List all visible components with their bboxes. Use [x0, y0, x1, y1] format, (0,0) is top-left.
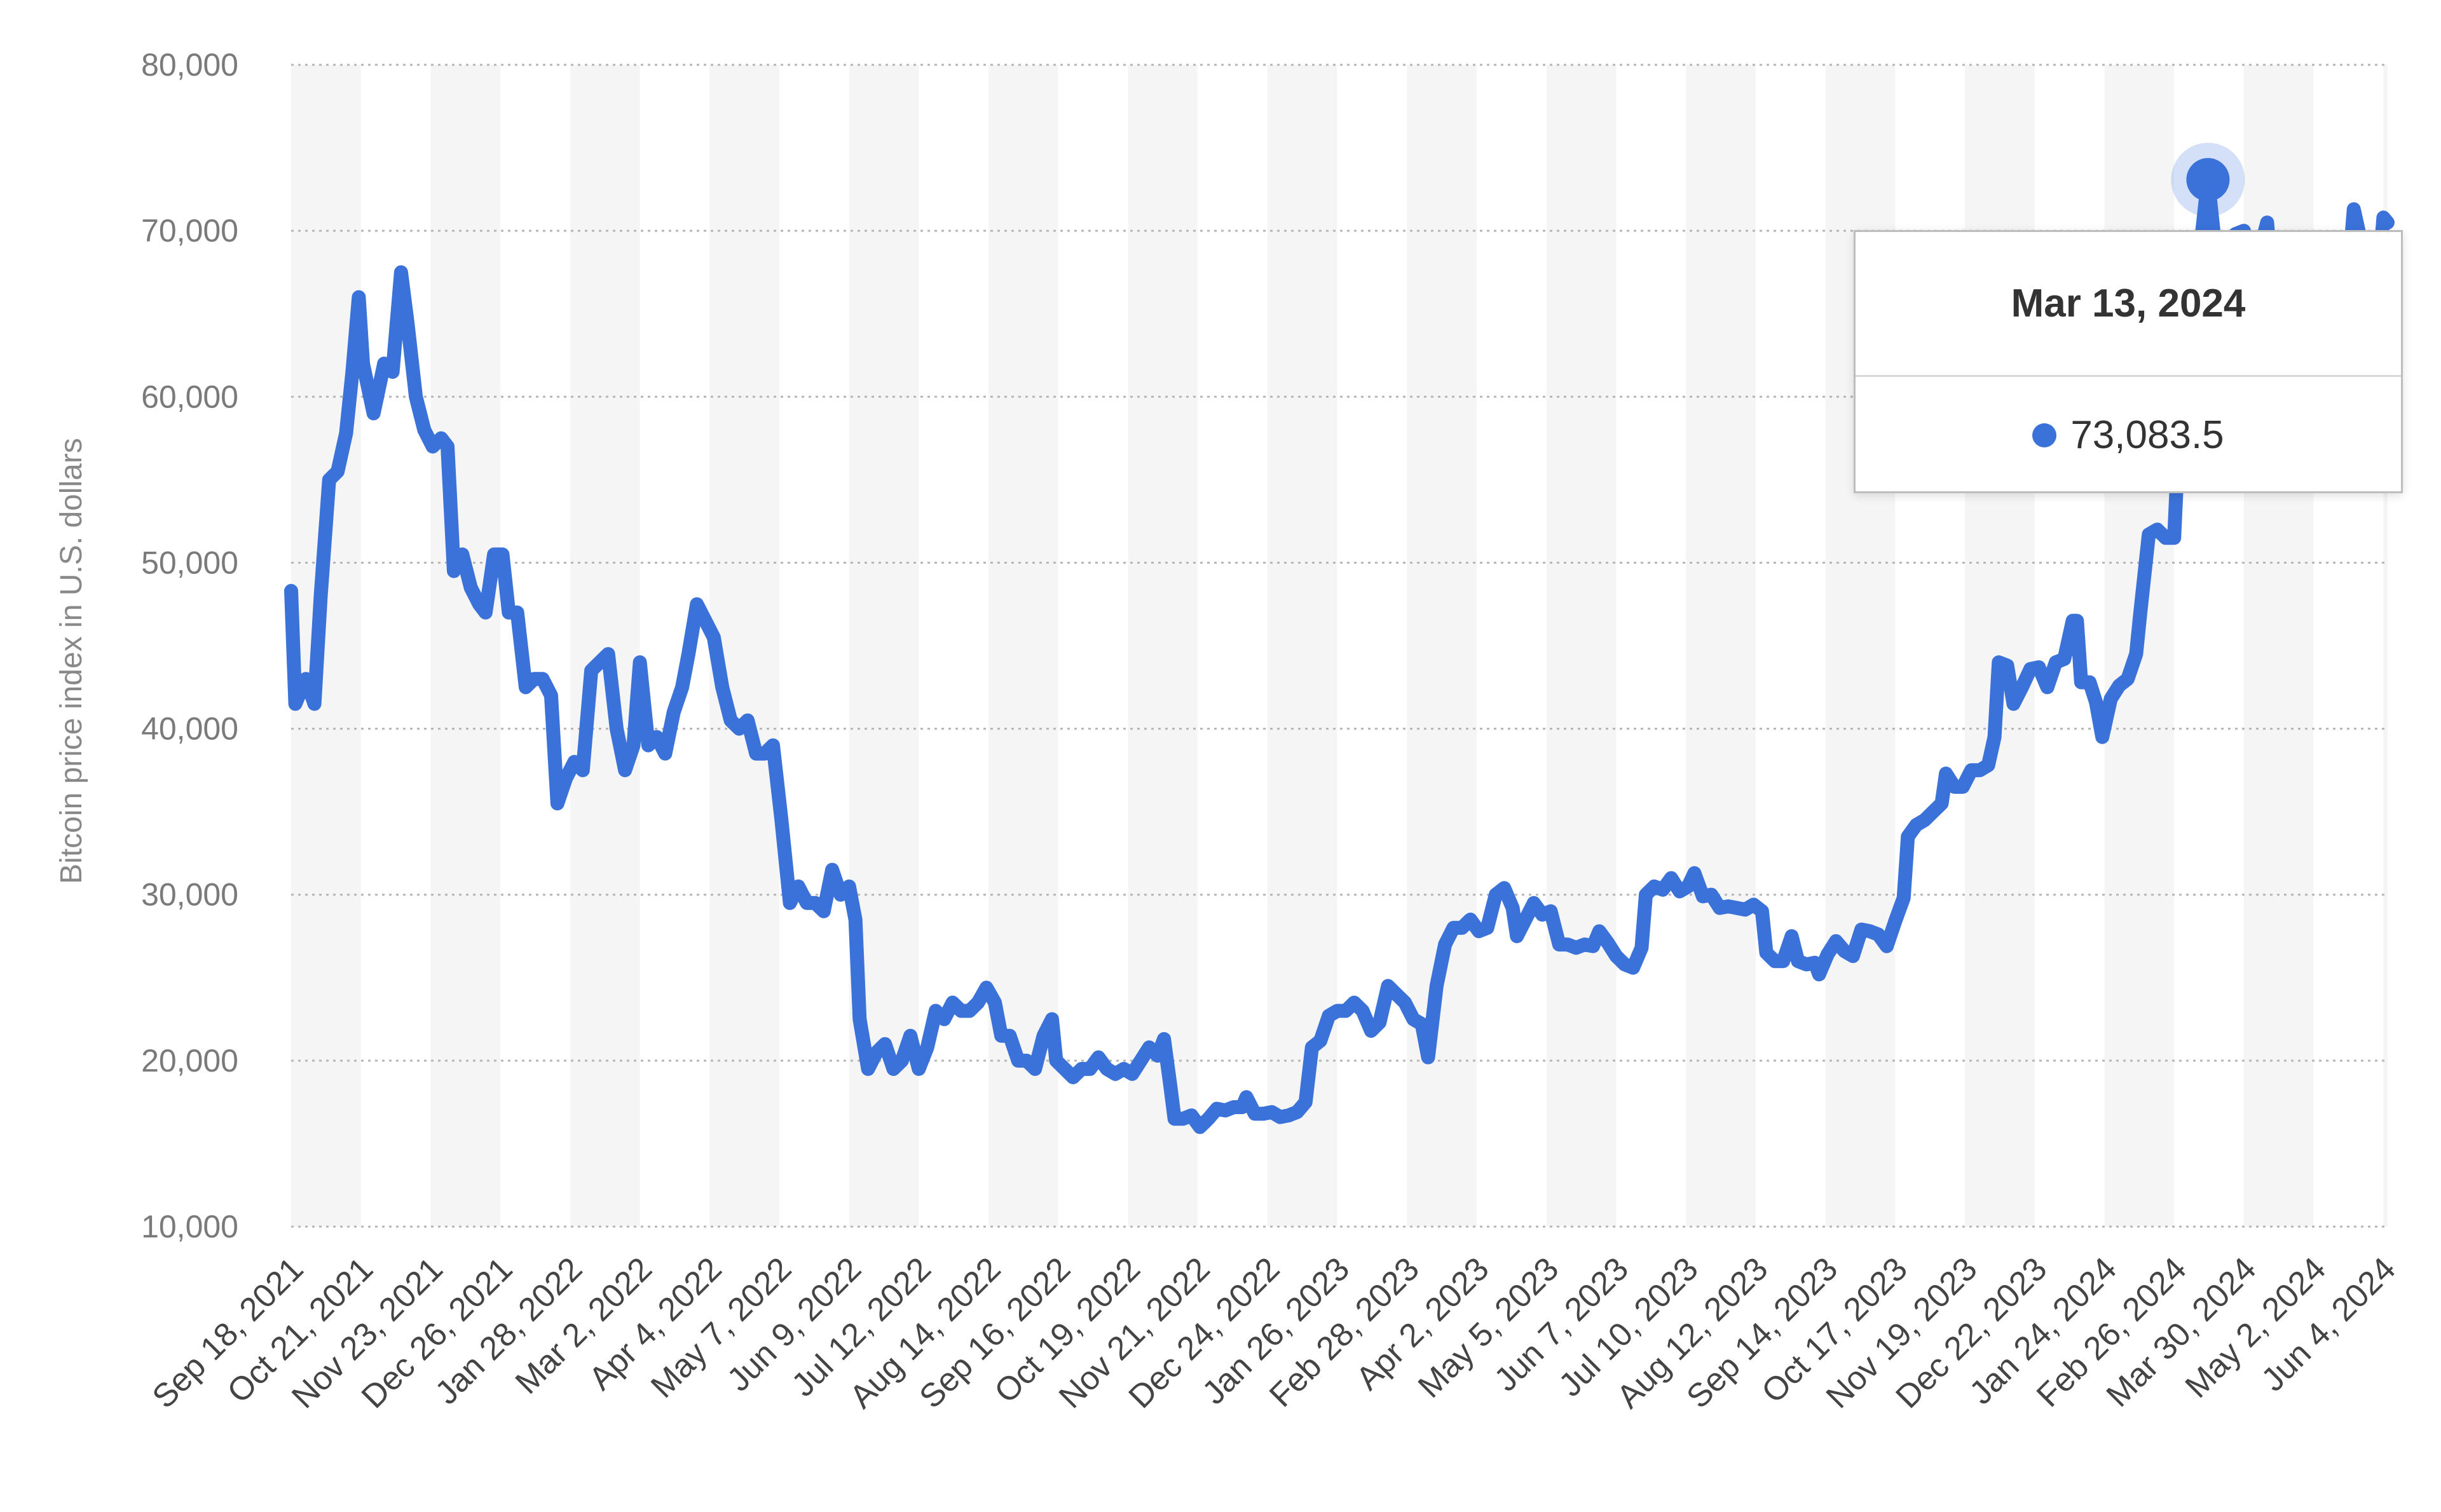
y-tick-label: 20,000 — [141, 1043, 238, 1079]
y-tick-label: 80,000 — [141, 47, 238, 83]
column-band — [1755, 65, 1826, 1227]
y-axis-label: Bitcoin price index in U.S. dollars — [55, 438, 88, 884]
column-band — [500, 65, 570, 1227]
y-tick-label: 40,000 — [141, 711, 238, 747]
y-tick-label: 50,000 — [141, 545, 238, 580]
column-band — [570, 65, 640, 1227]
column-band — [291, 65, 361, 1227]
column-band — [430, 65, 501, 1227]
y-tick-label: 70,000 — [141, 213, 238, 249]
y-axis-tick-labels: 10,000 20,000 30,000 40,000 50,000 60,000 70,0… — [141, 47, 238, 1244]
series-dot-icon — [2032, 423, 2057, 447]
column-band — [1337, 65, 1407, 1227]
column-band — [1477, 65, 1547, 1227]
column-band — [1198, 65, 1268, 1227]
column-band — [1616, 65, 1686, 1227]
tooltip-date: Mar 13, 2024 — [1856, 232, 2401, 377]
column-band — [1686, 65, 1756, 1227]
y-tick-label: 10,000 — [141, 1209, 238, 1244]
column-band — [1267, 65, 1337, 1227]
series-line-bitcoin-price — [284, 172, 2395, 1134]
column-band — [2383, 65, 2388, 1227]
column-band — [779, 65, 849, 1227]
column-band — [1407, 65, 1477, 1227]
highlight-point-marker[interactable] — [2186, 158, 2230, 201]
column-band — [360, 65, 431, 1227]
column-band — [1546, 65, 1617, 1227]
tooltip-value: 73,083.5 — [2070, 413, 2224, 457]
column-band — [1058, 65, 1128, 1227]
column-band — [639, 65, 710, 1227]
y-tick-label: 60,000 — [141, 379, 238, 414]
column-band — [988, 65, 1058, 1227]
y-tick-label: 30,000 — [141, 877, 238, 913]
tooltip-value-row: 73,083.5 — [1856, 377, 2401, 493]
tooltip: Mar 13, 2024 73,083.5 — [1854, 230, 2403, 493]
